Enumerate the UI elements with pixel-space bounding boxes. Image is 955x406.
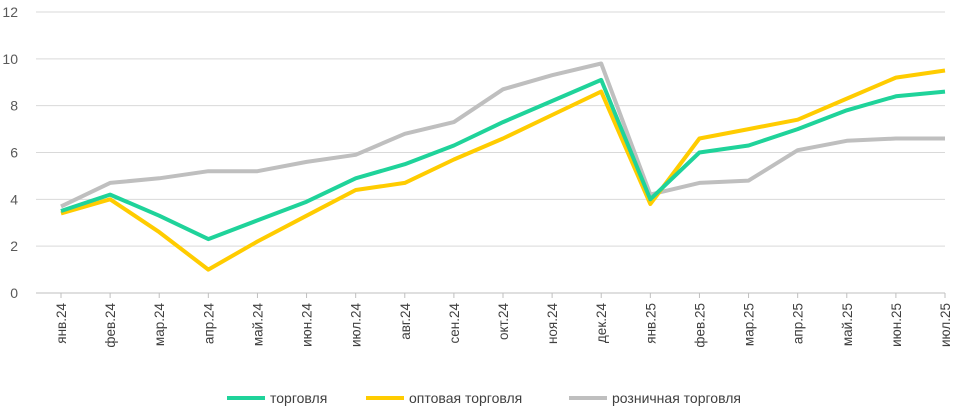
- x-tick-label: апр.25: [791, 303, 806, 344]
- legend-label: розничная торговля: [612, 390, 741, 406]
- x-tick-label: окт.24: [496, 303, 511, 341]
- x-tick-label: мар.24: [152, 303, 167, 347]
- y-axis-ticks: 0 2 4 6 8 10 12: [2, 4, 18, 301]
- x-tick-label: янв.24: [54, 303, 69, 344]
- x-tick-label: фев.24: [103, 303, 118, 348]
- y-tick-label: 12: [2, 4, 18, 20]
- y-tick-label: 4: [10, 191, 18, 207]
- x-axis-ticks: янв.24 фев.24 мар.24 апр.24 май.24 июн.24 июл.…: [54, 293, 953, 348]
- x-tick-label: сен.24: [447, 303, 462, 344]
- series-lines: [60, 61, 946, 272]
- x-tick-label: май.25: [840, 303, 855, 346]
- legend: торговля оптовая торговля розничная торгов…: [227, 390, 741, 406]
- x-tick-label: апр.24: [201, 303, 216, 345]
- x-tick-label: фев.25: [692, 303, 707, 348]
- legend-label: оптовая торговля: [409, 390, 522, 406]
- x-tick-label: мар.25: [742, 303, 757, 346]
- series-line: [60, 68, 946, 272]
- x-tick-label: июл.25: [938, 303, 953, 347]
- y-tick-label: 6: [10, 145, 18, 161]
- y-tick-label: 0: [10, 285, 18, 301]
- x-tick-label: май.24: [250, 303, 265, 347]
- y-tick-label: 8: [10, 98, 18, 114]
- y-tick-label: 10: [2, 51, 18, 67]
- x-tick-label: янв.25: [643, 303, 658, 344]
- x-tick-label: ноя.24: [545, 303, 560, 345]
- x-tick-label: июн.25: [889, 303, 904, 347]
- legend-label: торговля: [270, 390, 327, 406]
- gridlines: [36, 11, 945, 294]
- series-line: [60, 77, 946, 242]
- x-tick-label: июн.24: [300, 303, 315, 347]
- x-tick-label: дек.24: [594, 303, 609, 344]
- x-tick-label: авг.24: [398, 303, 413, 340]
- y-tick-label: 2: [10, 238, 18, 254]
- series-line: [60, 61, 945, 209]
- x-tick-label: июл.24: [349, 303, 364, 348]
